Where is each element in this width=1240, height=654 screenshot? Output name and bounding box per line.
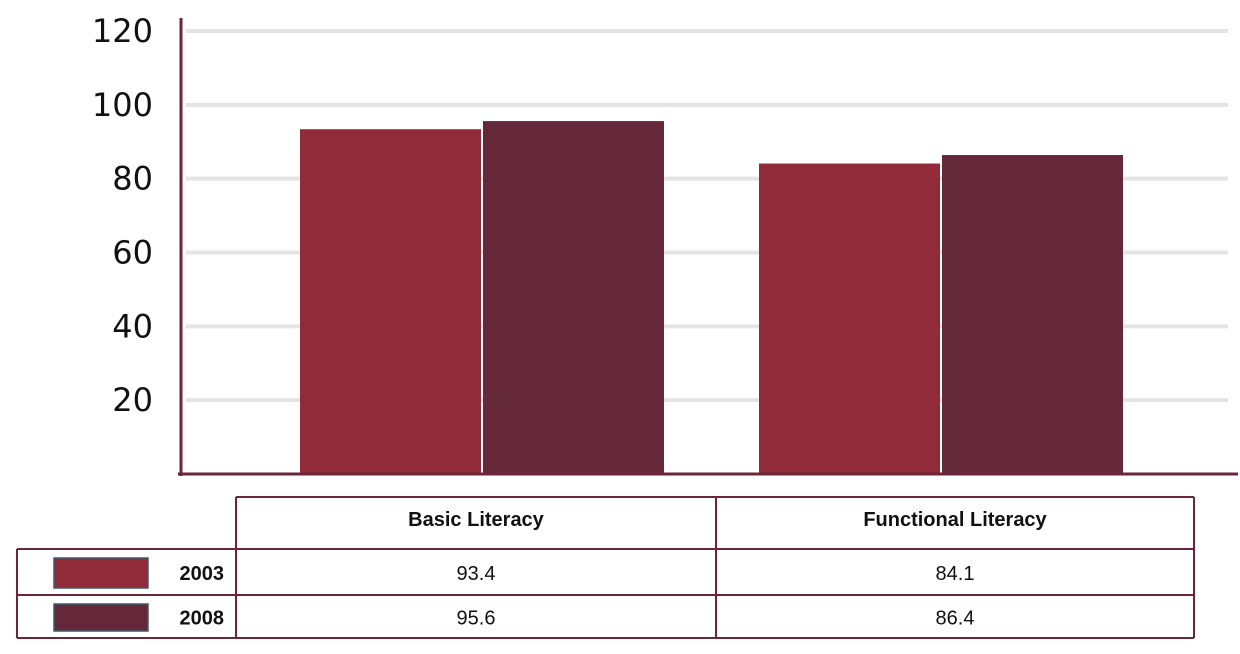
y-tick-label: 80 [112, 160, 153, 198]
column-header: Basic Literacy [408, 509, 545, 531]
data-table: Basic Literacy Functional Literacy 2003 93.… [16, 496, 1195, 639]
legend-swatch-2003 [53, 557, 149, 589]
table-cell-value: 86.4 [936, 608, 975, 630]
bars [300, 121, 1123, 475]
bar-2003-0 [300, 129, 481, 474]
y-tick-label: 20 [112, 381, 153, 419]
y-tick-label: 100 [92, 86, 153, 124]
row-label: 2003 [180, 563, 225, 585]
bar-2008-0 [483, 121, 664, 475]
column-header: Functional Literacy [863, 509, 1047, 531]
y-tick-labels: 20 40 60 80 100 120 [92, 12, 153, 419]
y-tick-label: 120 [92, 12, 153, 50]
row-label: 2008 [180, 608, 225, 630]
axes [178, 18, 1238, 476]
table-cell-value: 95.6 [457, 608, 496, 630]
bar-2003-1 [759, 163, 940, 475]
y-tick-label: 60 [112, 234, 153, 272]
bar-2008-1 [942, 155, 1123, 475]
y-tick-label: 40 [112, 307, 153, 345]
table-cell-value: 84.1 [936, 563, 975, 585]
table-cell-value: 93.4 [457, 563, 496, 585]
legend-swatch-2008 [53, 603, 149, 632]
